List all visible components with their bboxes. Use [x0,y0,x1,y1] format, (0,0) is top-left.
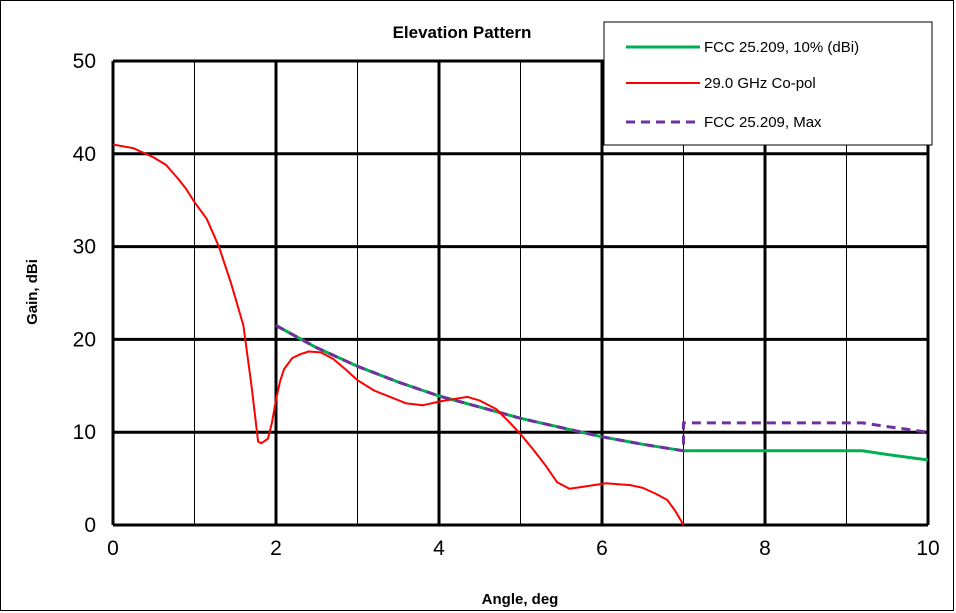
y-tick-label: 40 [73,143,96,166]
y-tick-label: 20 [73,328,96,351]
legend-label-fcc-max: FCC 25.209, Max [704,114,822,131]
x-tick-label: 10 [916,537,939,560]
series-line-1 [112,143,685,526]
x-tick-label: 4 [433,537,445,560]
y-tick-label: 10 [73,421,96,444]
series-line-2 [275,324,929,453]
x-tick-label: 8 [759,537,771,560]
x-tick-label: 6 [596,537,608,560]
series-layer [112,143,929,526]
legend-label-copol: 29.0 GHz Co-pol [704,75,816,92]
x-tick-label: 0 [107,537,119,560]
tick-labels: 0 2 4 6 8 10 0 10 20 30 40 50 [73,50,940,560]
y-tick-label: 50 [73,50,96,73]
legend-label-fcc-10: FCC 25.209, 10% (dBi) [704,39,859,56]
gridlines [111,59,930,527]
x-axis-title: Angle, deg [482,591,559,608]
y-tick-label: 0 [84,514,96,537]
x-tick-label: 2 [270,537,282,560]
y-tick-label: 30 [73,236,96,259]
chart-title: Elevation Pattern [393,23,532,42]
y-axis-title: Gain, dBi [24,259,41,325]
legend: FCC 25.209, 10% (dBi) 29.0 GHz Co-pol FC… [603,21,933,146]
